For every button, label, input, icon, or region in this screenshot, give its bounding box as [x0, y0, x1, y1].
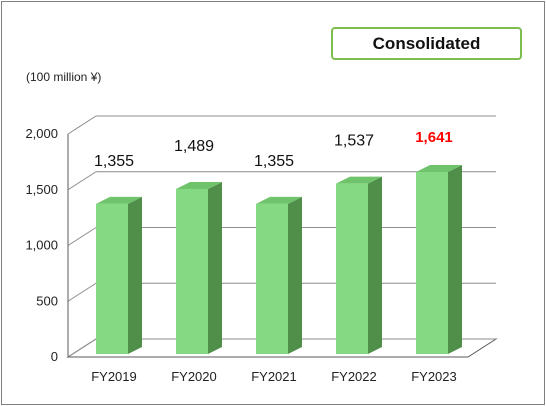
gridline-diagonal — [67, 227, 97, 246]
x-tick-label: FY2023 — [411, 369, 457, 384]
bar — [256, 203, 288, 354]
bar-side — [368, 176, 382, 354]
data-label: 1,489 — [174, 138, 214, 155]
y-tick-label: 1,500 — [25, 182, 58, 197]
bar-side — [448, 165, 462, 354]
y-tick-label: 500 — [36, 293, 58, 308]
gridline-diagonal — [67, 115, 97, 135]
bar-side — [288, 196, 302, 354]
y-tick-label: 1,000 — [25, 238, 58, 253]
gridline-diagonal — [67, 338, 97, 358]
data-label: 1,355 — [254, 153, 294, 170]
bar — [96, 203, 128, 354]
unit-label: (100 million ¥) — [26, 70, 102, 84]
gridline-diagonal — [67, 282, 97, 302]
bar-top — [256, 196, 302, 204]
bar-top — [176, 181, 222, 189]
consolidated-badge: Consolidated — [331, 27, 522, 60]
bar-side — [128, 196, 142, 354]
gridline-diagonal — [67, 171, 97, 191]
data-label: 1,355 — [94, 153, 134, 170]
bar-top — [416, 165, 462, 173]
data-label: 1,537 — [334, 133, 374, 150]
bar — [176, 188, 208, 354]
y-tick-label: 0 — [51, 349, 58, 364]
y-tick-label: 2,000 — [25, 126, 58, 141]
x-tick-label: FY2021 — [251, 369, 297, 384]
x-tick-label: FY2020 — [171, 369, 217, 384]
data-label: 1,641 — [415, 129, 453, 146]
x-tick-label: FY2019 — [91, 369, 137, 384]
bar — [336, 183, 368, 354]
bar-top — [336, 176, 382, 184]
bar-side — [208, 181, 222, 354]
bar-top — [96, 196, 142, 204]
bar — [416, 172, 448, 354]
x-tick-label: FY2022 — [331, 369, 377, 384]
